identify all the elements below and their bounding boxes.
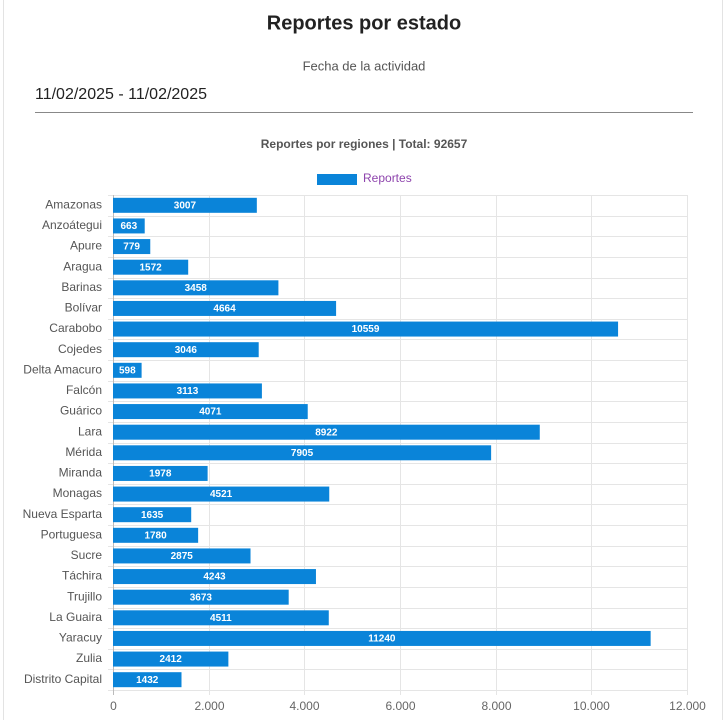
y-tick-label: Yaracuy xyxy=(59,631,102,645)
y-tick-label: Distrito Capital xyxy=(24,672,102,686)
bar xyxy=(113,630,651,646)
x-tick-label: 2.000 xyxy=(194,699,224,713)
bar-value-label: 4243 xyxy=(203,572,226,583)
legend-label: Reportes xyxy=(363,171,412,185)
bar-value-label: 3458 xyxy=(185,283,208,294)
bar xyxy=(113,651,229,667)
bar-value-label: 3673 xyxy=(190,592,213,603)
bar-value-label: 1572 xyxy=(139,262,162,273)
y-tick-label: Delta Amacuro xyxy=(23,362,102,376)
y-tick-label: Táchira xyxy=(62,569,102,583)
bar xyxy=(113,259,189,275)
y-tick-label: Falcón xyxy=(66,383,102,397)
bar xyxy=(113,218,145,234)
x-tick-label: 0 xyxy=(110,699,117,713)
date-label: Fecha de la actividad xyxy=(303,58,426,73)
bar xyxy=(113,342,259,358)
y-tick-label: Cojedes xyxy=(58,342,102,356)
y-tick-label: Mérida xyxy=(65,445,102,459)
bar-value-label: 598 xyxy=(119,365,136,376)
bar xyxy=(113,589,289,605)
bar-value-label: 663 xyxy=(121,221,138,232)
bar-value-label: 11240 xyxy=(368,634,396,645)
bar xyxy=(113,362,142,378)
x-tick-label: 6.000 xyxy=(385,699,415,713)
bar-value-label: 3007 xyxy=(174,200,197,211)
y-tick-label: Monagas xyxy=(53,486,102,500)
bar-value-label: 4071 xyxy=(199,407,222,418)
bar xyxy=(113,569,316,585)
y-tick-label: Apure xyxy=(70,239,102,253)
bar-value-label: 10559 xyxy=(352,324,380,335)
bar xyxy=(113,239,151,255)
y-tick-label: La Guaira xyxy=(49,610,102,624)
bar-value-label: 7905 xyxy=(291,448,314,459)
bar xyxy=(113,280,279,296)
bar xyxy=(113,197,257,213)
bar-value-label: 1978 xyxy=(149,469,172,480)
y-tick-label: Miranda xyxy=(59,466,103,480)
x-tick-label: 10.000 xyxy=(573,699,610,713)
bar xyxy=(113,445,492,461)
bar xyxy=(113,507,192,523)
y-tick-label: Aragua xyxy=(63,259,102,273)
bar xyxy=(113,465,208,481)
bar xyxy=(113,300,337,316)
bar-value-label: 3046 xyxy=(175,345,198,356)
x-tick-label: 8.000 xyxy=(481,699,511,713)
bar xyxy=(113,321,619,337)
bar-value-label: 779 xyxy=(123,242,140,253)
x-tick-label: 12.000 xyxy=(669,699,706,713)
legend-swatch xyxy=(317,174,357,185)
bar xyxy=(113,383,262,399)
y-tick-label: Portuguesa xyxy=(41,527,103,541)
y-tick-label: Lara xyxy=(78,424,102,438)
bar-value-label: 2412 xyxy=(160,654,183,665)
chart-title: Reportes por regiones | Total: 92657 xyxy=(261,137,468,151)
date-input[interactable]: 11/02/2025 - 11/02/2025 xyxy=(35,86,207,103)
bar xyxy=(113,527,199,543)
bar-value-label: 1780 xyxy=(144,530,167,541)
bar xyxy=(113,610,329,626)
y-tick-label: Carabobo xyxy=(49,321,102,335)
bar-value-label: 4664 xyxy=(213,304,236,315)
y-tick-label: Sucre xyxy=(71,548,103,562)
y-tick-label: Trujillo xyxy=(67,589,102,603)
bar xyxy=(113,404,308,420)
y-tick-label: Barinas xyxy=(61,280,102,294)
bar-value-label: 2875 xyxy=(171,551,194,562)
y-tick-label: Anzoátegui xyxy=(42,218,102,232)
bar xyxy=(113,486,330,502)
y-tick-label: Bolívar xyxy=(65,301,102,315)
bar xyxy=(113,548,251,564)
y-tick-label: Amazonas xyxy=(45,197,102,211)
page-title: Reportes por estado xyxy=(267,12,461,34)
bar-value-label: 4511 xyxy=(210,613,232,624)
bar-value-label: 3113 xyxy=(177,386,199,397)
bar-value-label: 8922 xyxy=(315,427,338,438)
y-tick-label: Nueva Esparta xyxy=(23,507,103,521)
bar-value-label: 4521 xyxy=(210,489,233,500)
bar-value-label: 1432 xyxy=(136,675,159,686)
bar xyxy=(113,672,182,688)
bar-value-label: 1635 xyxy=(141,510,164,521)
y-tick-label: Guárico xyxy=(60,404,102,418)
bar xyxy=(113,424,540,440)
x-tick-label: 4.000 xyxy=(289,699,319,713)
y-tick-label: Zulia xyxy=(76,651,102,665)
